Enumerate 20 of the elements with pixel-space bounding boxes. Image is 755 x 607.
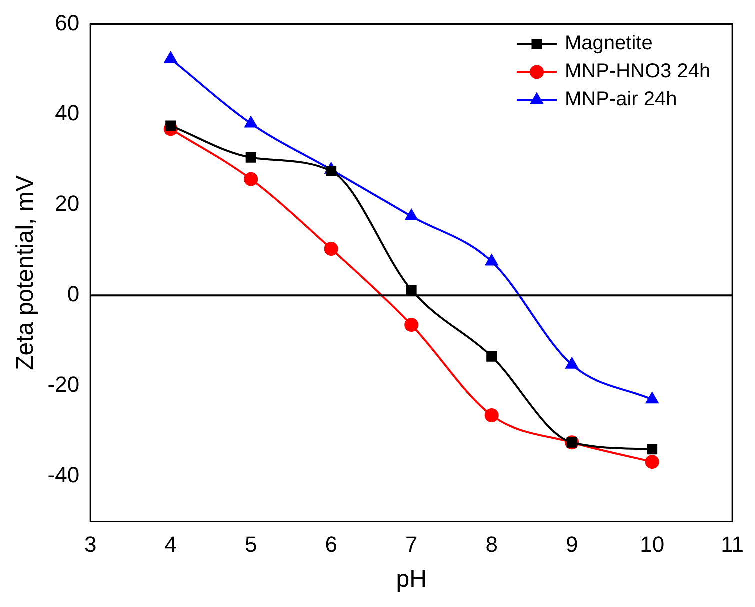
x-tick-label: 9 (566, 532, 578, 558)
x-tick-label: 4 (164, 532, 177, 558)
y-tick-label: 40 (55, 100, 80, 126)
x-axis-title: pH (396, 566, 427, 594)
y-axis-title: Zeta potential, mV (12, 176, 40, 370)
y-tick-label: -40 (48, 462, 80, 488)
y-tick-label: 0 (67, 282, 80, 307)
x-tick-label: 3 (84, 532, 97, 558)
legend-label: MNP-HNO3 24h (564, 60, 711, 83)
x-tick-label: 7 (405, 532, 418, 558)
y-tick-label: 20 (55, 191, 80, 216)
x-tick-label: 5 (244, 532, 258, 558)
x-tick-label: 8 (486, 532, 498, 558)
x-tick-label: 10 (640, 532, 665, 558)
x-tick-label: 6 (325, 532, 338, 558)
legend-label: Magnetite (564, 32, 653, 55)
x-tick-label: 11 (721, 532, 744, 558)
legend-label: MNP-air 24h (564, 88, 678, 111)
y-tick-label: 60 (55, 10, 80, 36)
y-tick-label: -20 (48, 372, 80, 398)
